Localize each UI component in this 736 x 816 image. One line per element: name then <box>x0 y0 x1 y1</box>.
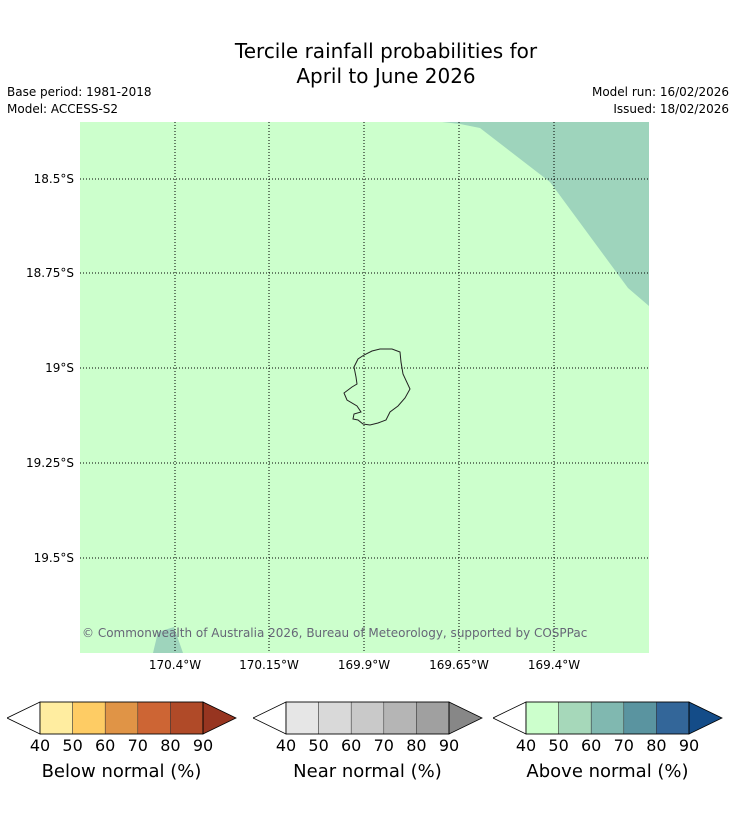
colorbar-tick: 50 <box>62 736 83 755</box>
colorbar-under-arrow <box>253 701 287 735</box>
colorbar-title: Near normal (%) <box>293 761 442 782</box>
colorbar-segment <box>350 701 385 735</box>
colorbar-segment <box>137 701 171 735</box>
colorbar-segment <box>285 701 319 735</box>
colorbar-tick: 60 <box>341 736 362 755</box>
map-canvas <box>80 122 649 653</box>
colorbar-tick: 90 <box>192 736 214 755</box>
colorbar-over-arrow <box>688 701 723 735</box>
colorbar-below <box>7 701 237 735</box>
lat-label: 19°S <box>45 361 74 375</box>
base-period: Base period: 1981-2018 <box>7 85 152 99</box>
colorbar-under-arrow <box>493 701 527 735</box>
colorbar-segment <box>623 701 657 735</box>
colorbar-tick: 70 <box>373 736 394 755</box>
model-run: Model run: 16/02/2026 <box>591 85 729 99</box>
lon-label: 169.4°W <box>527 658 581 672</box>
colorbar-tick: 40 <box>29 736 51 755</box>
lon-label: 169.9°W <box>337 658 391 672</box>
lon-label: 170.15°W <box>239 658 299 672</box>
colorbar-segment <box>590 701 625 735</box>
title-line-2: April to June 2026 <box>296 64 476 88</box>
colorbar-segment <box>170 701 204 735</box>
colorbar-tick: 50 <box>308 736 329 755</box>
lon-label: 170.4°W <box>148 658 202 672</box>
lat-label: 19.5°S <box>33 551 74 565</box>
colorbar-over-arrow <box>448 701 483 735</box>
issued-date: Issued: 18/02/2026 <box>613 102 729 116</box>
colorbar-segment <box>72 701 106 735</box>
colorbar-segment <box>558 701 592 735</box>
lat-label: 18.5°S <box>33 172 74 186</box>
colorbar-over-arrow <box>202 701 237 735</box>
lon-label: 169.65°W <box>429 658 489 672</box>
colorbar-under-arrow <box>7 701 41 735</box>
above-50-region-ne <box>442 122 649 306</box>
colorbar-segment <box>318 701 352 735</box>
colorbar-title: Below normal (%) <box>41 761 202 782</box>
colorbar-tick: 90 <box>678 736 700 755</box>
colorbar-tick: 40 <box>515 736 537 755</box>
colorbar-tick: 50 <box>548 736 569 755</box>
colorbar-tick: 70 <box>613 736 634 755</box>
colorbar-segment <box>525 701 559 735</box>
colorbar-tick: 40 <box>275 736 297 755</box>
lat-label: 18.75°S <box>26 266 74 280</box>
map-title: Tercile rainfall probabilities for April … <box>0 39 736 89</box>
colorbar-segment <box>104 701 139 735</box>
above-40-region <box>80 122 649 653</box>
graticule <box>80 122 649 653</box>
colorbar-above <box>493 701 723 735</box>
title-line-1: Tercile rainfall probabilities for <box>234 39 538 63</box>
lat-label: 19.25°S <box>26 456 74 470</box>
colorbar-tick: 80 <box>160 736 181 755</box>
colorbar-segment <box>39 701 73 735</box>
colorbar-segment <box>383 701 417 735</box>
colorbar-tick: 90 <box>438 736 460 755</box>
colorbar-tick: 80 <box>646 736 667 755</box>
colorbar-title: Above normal (%) <box>526 761 689 782</box>
colorbar-tick: 60 <box>581 736 602 755</box>
colorbar-near <box>253 701 483 735</box>
colorbar-segment <box>656 701 690 735</box>
colorbar-tick: 70 <box>127 736 148 755</box>
colorbar-tick: 80 <box>406 736 427 755</box>
colorbar-tick: 60 <box>95 736 116 755</box>
above-50-region-sw <box>153 627 183 653</box>
model-name: Model: ACCESS-S2 <box>7 102 119 116</box>
colorbar-segment <box>416 701 450 735</box>
copyright-notice: © Commonwealth of Australia 2026, Bureau… <box>82 626 588 640</box>
niue-coastline <box>343 348 411 426</box>
